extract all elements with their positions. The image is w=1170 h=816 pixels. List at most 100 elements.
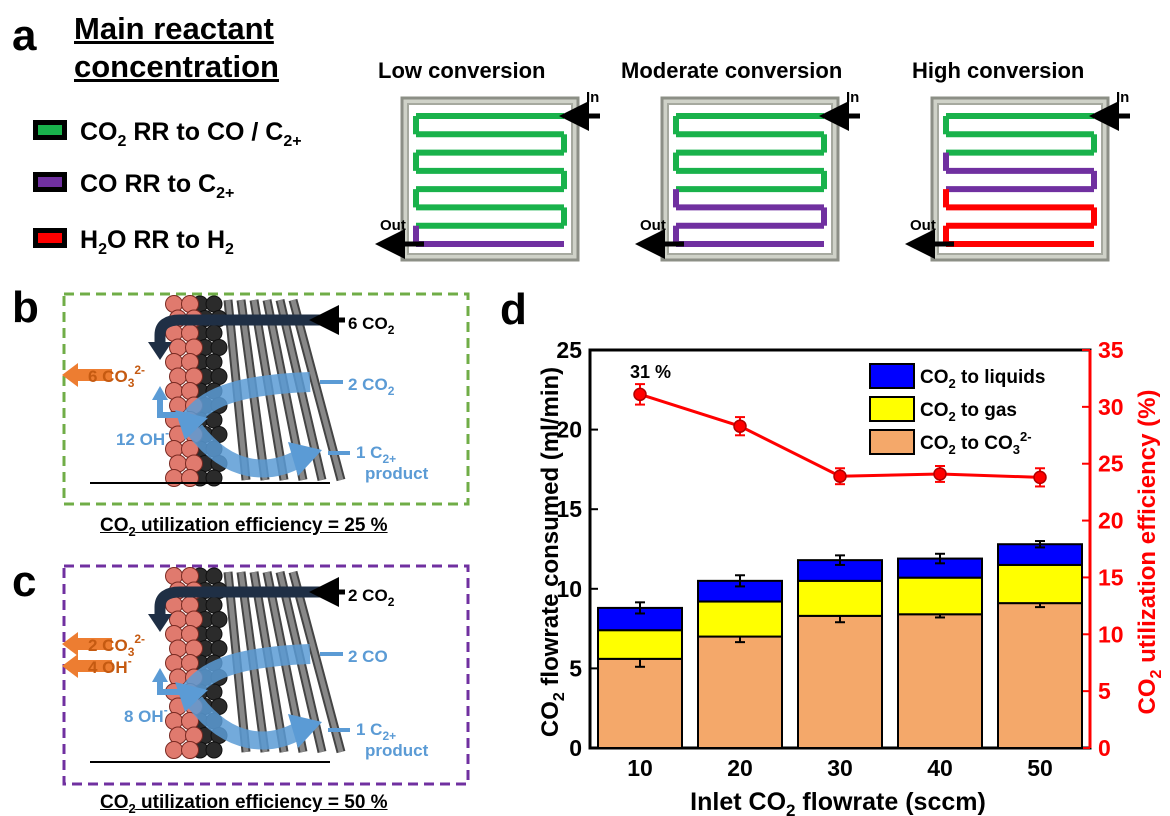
panel-c-eff-sub: 2 [128,800,136,816]
panel-c-co2-input-arrowhead [148,614,172,632]
x-tick-label: 40 [927,755,953,781]
flow-out-label: Out [910,217,936,234]
panel-b-carbonate-label: 6 CO32- [88,363,145,390]
panel-b-co2-input-arrow [154,314,322,348]
chart-y2-label: CO2 utilization efficiency (%) [1134,390,1165,715]
gdl-fiber-highlight [290,299,344,481]
y-tick-label: 5 [569,655,582,681]
panel-c-oh-out-label: 4 OH- [88,654,132,677]
y-tick-label: 20 [556,417,582,443]
carbon-particle [205,295,223,313]
bar-segment [897,613,983,749]
efficiency-point [733,419,747,433]
legend-co2rr-sub: 2 [117,133,127,150]
panel-d-chart: 0 5 10 15 20 25 0 5 10 15 20 25 30 35 10 20 30 40 50 CO2 t… [537,337,1165,816]
carbon-particle [205,324,223,342]
y-tick-label: 0 [569,735,582,761]
legend-label: CO2 to CO32- [920,429,1032,457]
panel-b-co2-input-arrowhead [148,342,172,360]
panel-a-title-line1: Main reactant [74,11,274,46]
panel-b-co2-react-label: 2 CO2 [348,375,395,398]
legend-co2rr-post: RR to CO / C [126,118,284,146]
legend-label-h2orr: H2O RR to H2 [80,226,234,259]
legend-label: CO2 to liquids [920,367,1045,391]
legend-swatch-corr [33,172,67,192]
header-high-conversion: High conversion [912,58,1085,83]
y-tick-label: 10 [556,576,582,602]
flow-cell-inner [407,103,573,255]
y2-tick-label: 25 [1098,451,1124,477]
panel-b-oh-label: 12 OH- [116,426,169,449]
panel-a-title-line2: concentration [74,49,279,84]
chart-y-label: CO2 flowrate consumed (ml/min) [537,367,568,737]
bar-segment [797,579,883,617]
legend-h2orr-sub2: 2 [225,241,234,258]
panel-d-letter: d [500,285,527,334]
legend-co2rr-pre: CO [80,118,118,146]
carbon-particle [210,640,228,657]
efficiency-point [633,387,647,402]
panel-c-efficiency: CO2 utilization efficiency = 50 % [100,792,388,816]
legend-swatch-h2orr [33,228,67,248]
panel-c-oh-arrowhead [152,668,168,682]
bar-segment [897,576,983,616]
panel-c-product-arrowhead [288,714,322,748]
panel-c-product-arrow [187,696,305,750]
panel-a-letter: a [12,11,37,60]
efficiency-point [1033,470,1047,485]
legend-swatch-co2rr [33,120,67,140]
panel-b-product-arrowhead [288,442,322,476]
legend-corr-pre: CO RR to C [80,170,217,198]
panel-a-title: Main reactant concentration [74,10,279,86]
carbon-particle [205,741,223,759]
panel-b-oh-arrowhead [152,386,168,400]
legend-swatch [869,363,915,389]
panel-b-product-label: 1 C2+ [356,443,396,466]
y-tick-label: 15 [556,496,582,522]
panel-c-co2-in-label: 2 CO2 [348,586,395,609]
panel-c-diagram: 2 CO2 2 CO32- 4 OH- 2 CO 8 OH- 1 C2+ pro… [62,564,470,786]
legend-h2orr-post: O RR to H [106,226,226,254]
flow-out-label: Out [380,217,406,234]
panel-c-co2-input-arrow [154,586,322,620]
chart-legend: CO2 to liquids CO2 to gas CO2 to CO32- [869,363,1045,457]
panel-b-oh-arrow [157,395,190,418]
panel-c-border [62,564,470,786]
panel-c-eff-pre: CO [100,792,129,813]
panel-b-product-label2: product [365,464,429,483]
flow-cell-inner [667,103,833,255]
bar-segment [997,602,1083,749]
x-tick-label: 50 [1027,755,1053,781]
y2-tick-label: 0 [1098,735,1111,761]
legend-co2rr-sub2: 2+ [283,133,302,150]
panel-c-oh-out-arrowhead [62,654,78,678]
bar-segment [997,563,1083,605]
legend-swatch [869,429,915,455]
panel-c-eff-post: utilization efficiency = 50 % [135,792,388,813]
x-tick-label: 20 [727,755,753,781]
panel-b-electrode [165,295,346,487]
legend-swatch [869,396,915,422]
gdl-fiber-highlight [290,571,344,753]
panel-b-product-arrow [187,424,305,478]
y2-tick-label: 5 [1098,678,1111,704]
flow-field-cells: In Out In Out In Out [375,89,1130,262]
legend-h2orr-sub: 2 [98,241,107,258]
panel-c-co-react-arrow [182,644,311,699]
y-tick-label: 25 [556,337,582,363]
panel-c-carbonate-label: 2 CO32- [88,632,145,659]
panel-c-letter: c [12,557,37,606]
flow-cell-inner [937,103,1103,255]
carbon-particle [205,625,223,643]
x-tick-label: 10 [627,755,653,781]
carbon-particle [210,339,228,356]
header-moderate-conversion: Moderate conversion [621,58,843,83]
chart-efficiency-line [633,383,1047,488]
panel-c-oh-label: 8 OH- [124,703,168,726]
legend-label-co2rr: CO2 RR to CO / C2+ [80,118,302,151]
panel-b-co2-in-label: 6 CO2 [348,314,395,337]
bar-segment [797,614,883,750]
panel-b-eff-post: utilization efficiency = 25 % [135,515,388,536]
copper-particle [181,741,199,759]
y2-tick-label: 30 [1098,394,1124,420]
